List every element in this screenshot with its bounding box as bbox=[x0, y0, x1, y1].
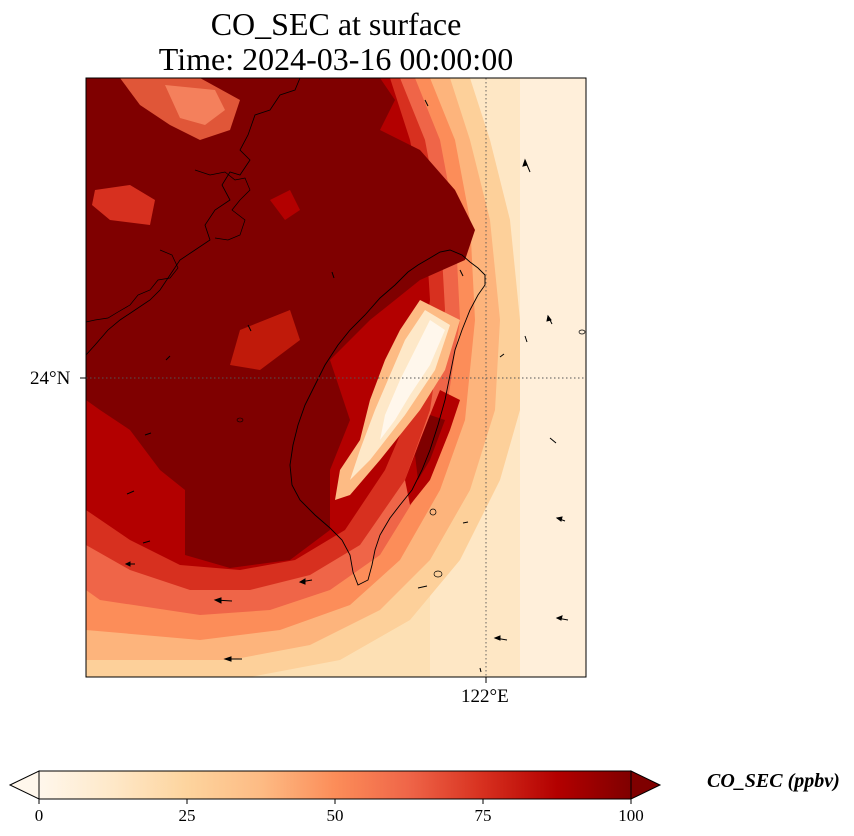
latitude-tick-label: 24°N bbox=[30, 368, 71, 389]
co-concentration-field bbox=[86, 78, 586, 677]
colorbar-min-extend bbox=[8, 770, 40, 800]
colorbar-max-extend bbox=[630, 770, 662, 800]
colorbar-label: CO_SEC (ppbv) bbox=[707, 770, 840, 792]
mainland-coastline bbox=[86, 78, 301, 356]
colorbar-tick-0: 0 bbox=[34, 806, 44, 825]
colorbar-tick-25: 25 bbox=[178, 806, 196, 825]
colorbar-tick-50: 50 bbox=[326, 806, 344, 825]
taiwan-coastline bbox=[289, 249, 486, 586]
colorbar-tick-75: 75 bbox=[474, 806, 492, 825]
colorbar-gradient bbox=[38, 770, 632, 800]
wind-vectors bbox=[124, 99, 569, 673]
colorbar bbox=[8, 770, 662, 804]
colorbar-tick-100: 100 bbox=[618, 806, 644, 825]
map-title-line1: CO_SEC at surface bbox=[210, 6, 462, 42]
longitude-tick-label: 122°E bbox=[461, 686, 509, 707]
map-title-line2: Time: 2024-03-16 00:00:00 bbox=[158, 41, 514, 77]
